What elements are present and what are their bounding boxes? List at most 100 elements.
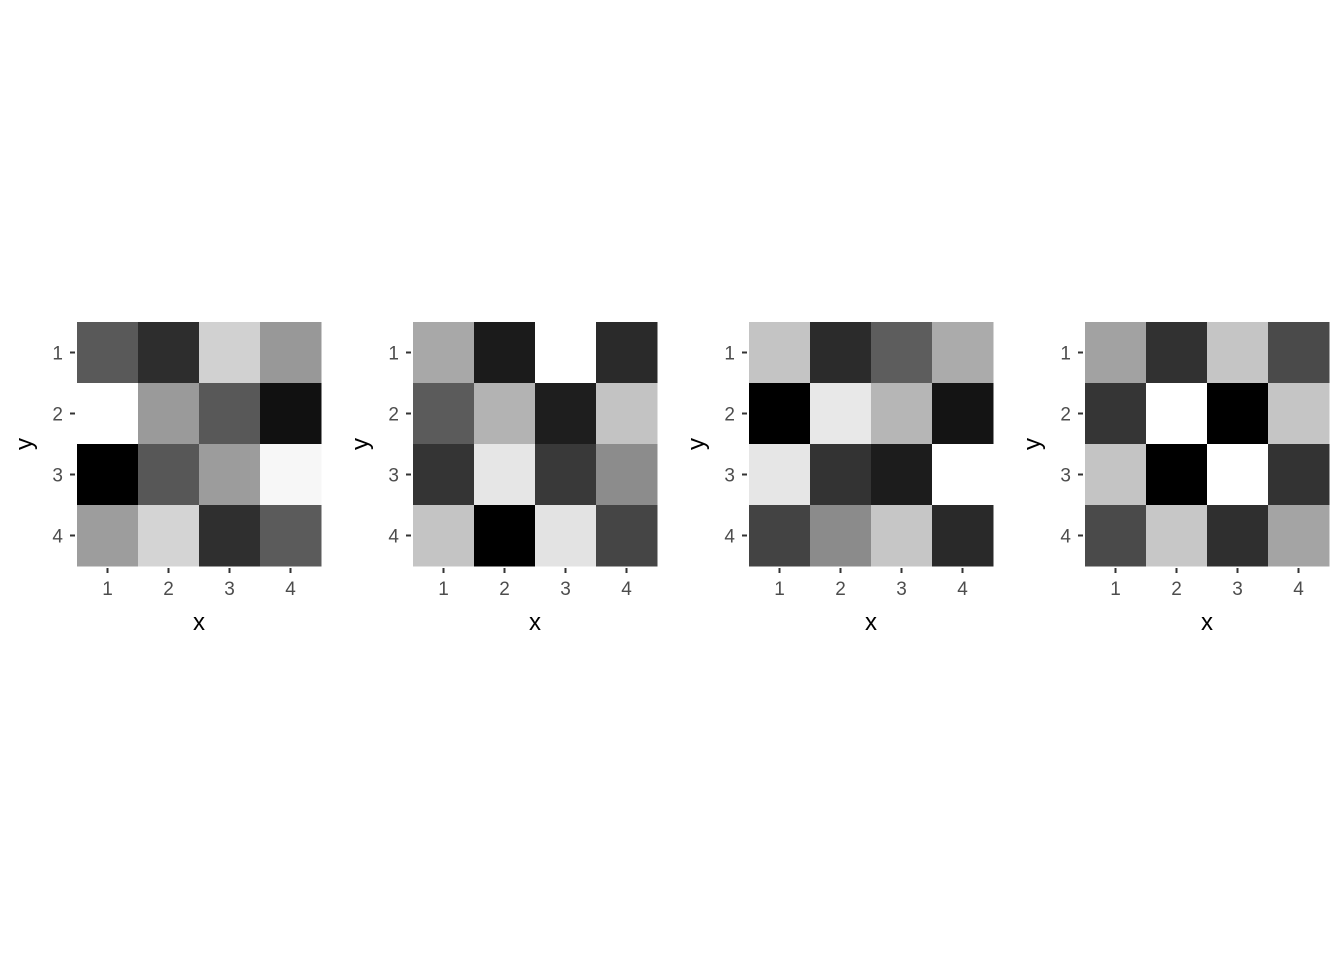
heatmap-cell-r2-c2 bbox=[474, 383, 536, 445]
x-tick-label: 2 bbox=[163, 579, 174, 600]
x-tick-label: 3 bbox=[224, 579, 235, 600]
y-tick-label: 1 bbox=[724, 344, 735, 365]
x-tick-label: 1 bbox=[1110, 579, 1121, 600]
heatmap-cell-r4-c3 bbox=[535, 505, 597, 567]
x-tick-label: 3 bbox=[896, 579, 907, 600]
x-tick-label: 4 bbox=[1293, 579, 1304, 600]
heatmap-cell-r2-c3 bbox=[1207, 383, 1269, 445]
y-tick-label: 3 bbox=[52, 466, 63, 487]
heatmap-cell-r2-c1 bbox=[749, 383, 811, 445]
heatmap-cell-r3-c1 bbox=[749, 444, 811, 506]
heatmap-cell-r3-c4 bbox=[596, 444, 658, 506]
heatmap-cell-r4-c1 bbox=[749, 505, 811, 567]
heatmap-cell-r1-c3 bbox=[535, 322, 597, 384]
y-tick-label: 4 bbox=[724, 527, 735, 548]
x-tick-label: 4 bbox=[285, 579, 296, 600]
y-tick-label: 3 bbox=[724, 466, 735, 487]
y-axis-title: y bbox=[347, 438, 374, 450]
heatmap-cell-r4-c2 bbox=[810, 505, 872, 567]
y-tick-label: 3 bbox=[1060, 466, 1071, 487]
heatmap-cell-r3-c1 bbox=[1085, 444, 1147, 506]
y-tick-label: 1 bbox=[52, 344, 63, 365]
heatmap-cell-r1-c3 bbox=[1207, 322, 1269, 384]
y-tick-label: 2 bbox=[724, 405, 735, 426]
y-tick-label: 2 bbox=[388, 405, 399, 426]
x-tick-label: 2 bbox=[499, 579, 510, 600]
y-tick-label: 1 bbox=[1060, 344, 1071, 365]
x-tick-label: 4 bbox=[957, 579, 968, 600]
x-tick-label: 2 bbox=[1171, 579, 1182, 600]
heatmap-cell-r1-c3 bbox=[199, 322, 261, 384]
heatmap-cell-r3-c2 bbox=[810, 444, 872, 506]
heatmap-cell-r1-c4 bbox=[260, 322, 322, 384]
heatmap-cell-r4-c2 bbox=[138, 505, 200, 567]
y-tick-label: 3 bbox=[388, 466, 399, 487]
heatmap-cell-r3-c3 bbox=[199, 444, 261, 506]
heatmap-cell-r2-c3 bbox=[535, 383, 597, 445]
heatmap-cell-r3-c2 bbox=[474, 444, 536, 506]
y-tick-label: 4 bbox=[1060, 527, 1071, 548]
heatmap-cell-r4-c3 bbox=[871, 505, 933, 567]
x-axis-title: x bbox=[1201, 609, 1213, 636]
heatmap-cell-r1-c1 bbox=[413, 322, 475, 384]
heatmap-cell-r1-c2 bbox=[1146, 322, 1208, 384]
heatmap-cell-r1-c2 bbox=[810, 322, 872, 384]
heatmap-cell-r2-c4 bbox=[932, 383, 994, 445]
y-axis-title: y bbox=[683, 438, 710, 450]
heatmap-cell-r3-c1 bbox=[413, 444, 475, 506]
heatmap-panel-2: 1 2 3 4 1 2 3 4 x y bbox=[347, 322, 658, 636]
heatmap-cell-r4-c2 bbox=[1146, 505, 1208, 567]
heatmap-cell-r2-c1 bbox=[1085, 383, 1147, 445]
heatmap-cell-r1-c2 bbox=[138, 322, 200, 384]
heatmap-cell-r2-c1 bbox=[77, 383, 139, 445]
heatmap-cell-r4-c1 bbox=[413, 505, 475, 567]
heatmap-cell-r3-c3 bbox=[871, 444, 933, 506]
heatmap-cell-r1-c4 bbox=[932, 322, 994, 384]
x-tick-label: 3 bbox=[560, 579, 571, 600]
y-axis-title: y bbox=[1019, 438, 1046, 450]
heatmap-cell-r2-c3 bbox=[871, 383, 933, 445]
heatmap-panel-3: 1 2 3 4 1 2 3 4 x y bbox=[683, 322, 994, 636]
heatmap-cell-r3-c2 bbox=[1146, 444, 1208, 506]
heatmap-cell-r2-c4 bbox=[1268, 383, 1330, 445]
heatmap-panel-1: 1 2 3 4 1 2 3 4 x y bbox=[11, 322, 322, 636]
heatmap-cell-r4-c3 bbox=[1207, 505, 1269, 567]
y-tick-label: 1 bbox=[388, 344, 399, 365]
heatmap-cell-r4-c1 bbox=[77, 505, 139, 567]
heatmap-cell-r1-c1 bbox=[77, 322, 139, 384]
heatmap-cell-r4-c2 bbox=[474, 505, 536, 567]
heatmap-cell-r1-c1 bbox=[1085, 322, 1147, 384]
y-tick-label: 4 bbox=[52, 527, 63, 548]
x-tick-label: 1 bbox=[774, 579, 785, 600]
heatmap-cell-r2-c4 bbox=[596, 383, 658, 445]
heatmap-cell-r1-c3 bbox=[871, 322, 933, 384]
heatmap-cell-r4-c4 bbox=[596, 505, 658, 567]
heatmap-cell-r4-c1 bbox=[1085, 505, 1147, 567]
heatmap-cell-r4-c3 bbox=[199, 505, 261, 567]
heatmap-cell-r4-c4 bbox=[1268, 505, 1330, 567]
y-tick-label: 2 bbox=[1060, 405, 1071, 426]
heatmap-panel-4: 1 2 3 4 1 2 3 4 x y bbox=[1019, 322, 1330, 636]
heatmap-cell-r2-c2 bbox=[138, 383, 200, 445]
heatmap-cell-r1-c4 bbox=[596, 322, 658, 384]
heatmap-cell-r2-c4 bbox=[260, 383, 322, 445]
heatmap-cell-r2-c2 bbox=[810, 383, 872, 445]
heatmap-cell-r2-c3 bbox=[199, 383, 261, 445]
x-tick-label: 3 bbox=[1232, 579, 1243, 600]
x-axis-title: x bbox=[529, 609, 541, 636]
heatmap-cell-r3-c3 bbox=[535, 444, 597, 506]
heatmap-panels: 1 2 3 4 1 2 3 4 x y 1 2 3 4 1 2 3 4 x y 1 2 3 4 1 2 3 4 x y 1 2 3 4 1 2 3 4 x y bbox=[11, 322, 1330, 636]
y-tick-label: 2 bbox=[52, 405, 63, 426]
heatmap-cell-r2-c1 bbox=[413, 383, 475, 445]
heatmap-cell-r1-c2 bbox=[474, 322, 536, 384]
y-tick-label: 4 bbox=[388, 527, 399, 548]
heatmap-cell-r4-c4 bbox=[932, 505, 994, 567]
heatmap-cell-r3-c1 bbox=[77, 444, 139, 506]
y-axis-title: y bbox=[11, 438, 38, 450]
heatmap-cell-r4-c4 bbox=[260, 505, 322, 567]
heatmap-cell-r3-c4 bbox=[1268, 444, 1330, 506]
x-tick-label: 1 bbox=[438, 579, 449, 600]
heatmap-cell-r3-c4 bbox=[260, 444, 322, 506]
heatmap-cell-r3-c2 bbox=[138, 444, 200, 506]
